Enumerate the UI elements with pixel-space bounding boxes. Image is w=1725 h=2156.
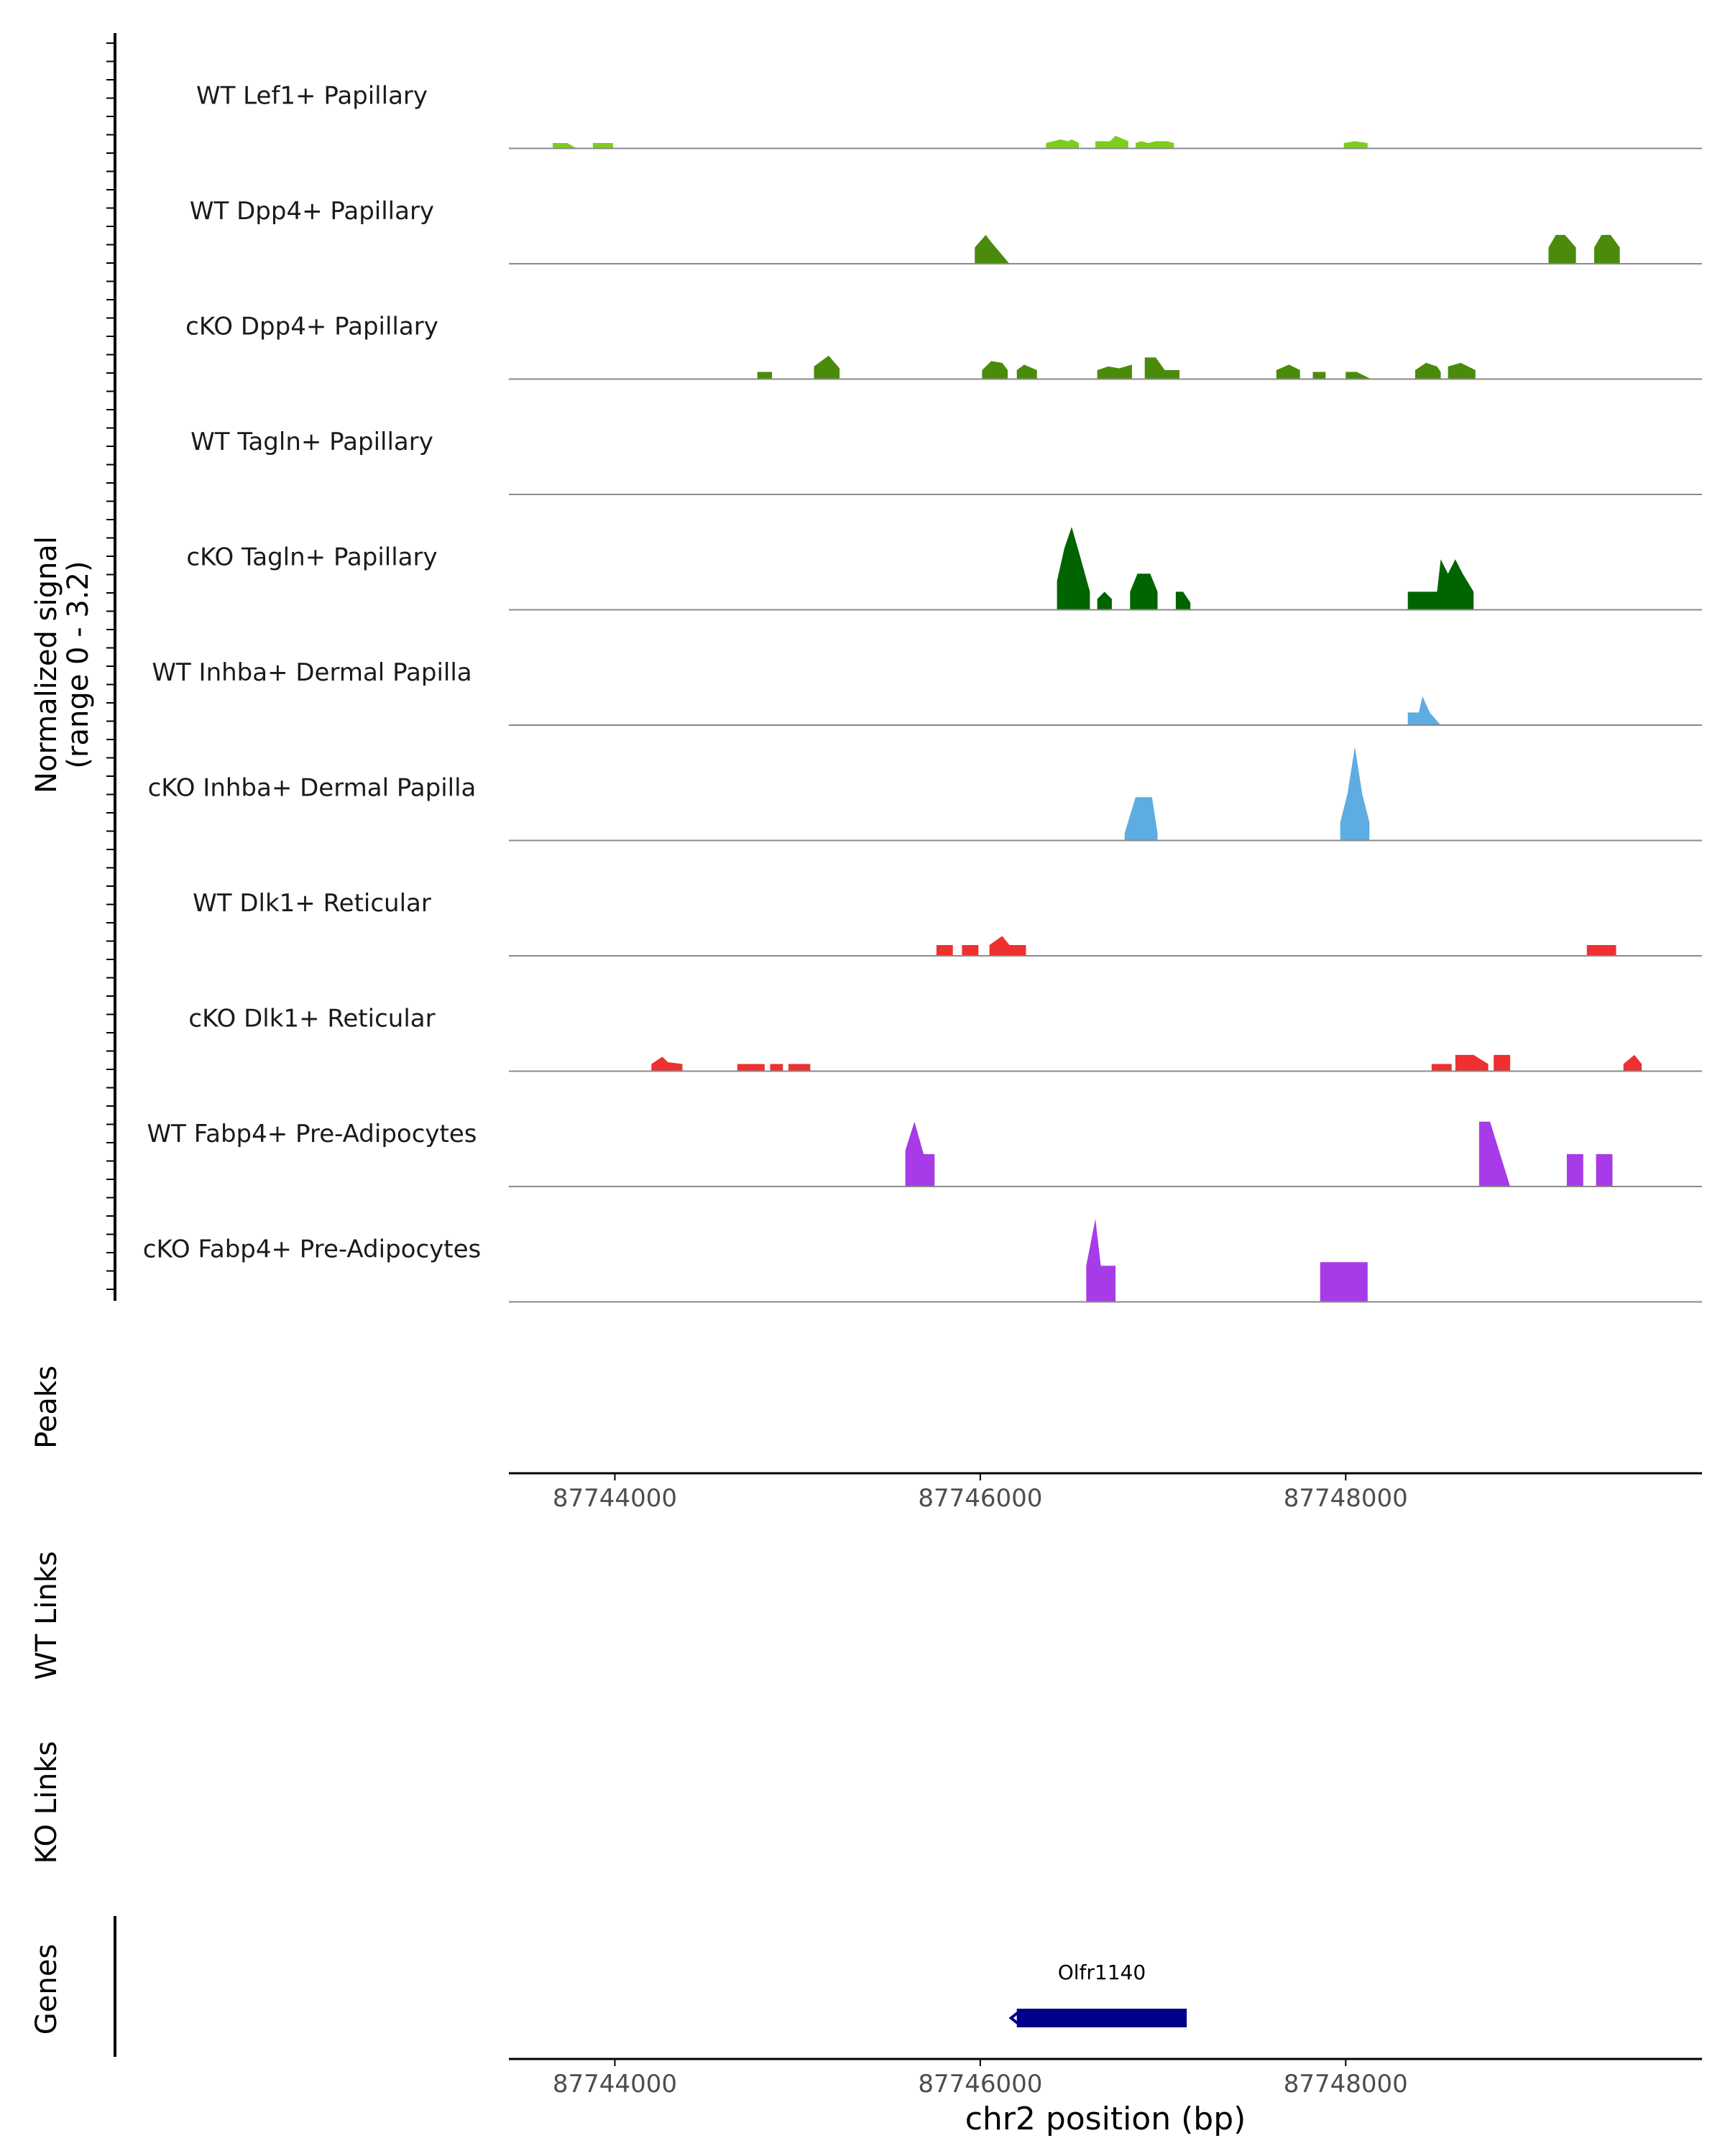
signal-area	[814, 355, 840, 379]
track-label: cKO Inhba+ Dermal Papilla	[148, 774, 477, 803]
gene-body	[1016, 2009, 1187, 2027]
peaks-x-axis-ticks: 87744000 87746000 87748000	[553, 1473, 1408, 1513]
peaks-panel-label: Peaks	[30, 1365, 63, 1449]
signal-area	[553, 143, 577, 149]
signal-area	[737, 1064, 765, 1072]
track: cKO Dpp4+ Papillary	[185, 313, 1702, 380]
gene-track: Olfr1140	[1008, 1961, 1187, 2027]
signal-area	[1596, 1153, 1613, 1187]
signal-area	[936, 945, 953, 956]
signal-area	[1346, 372, 1371, 379]
track-label: cKO Tagln+ Papillary	[186, 543, 437, 572]
track: cKO Inhba+ Dermal Papilla	[148, 747, 1702, 842]
track-label: cKO Dpp4+ Papillary	[185, 313, 438, 341]
ko-links-panel-label: KO Links	[30, 1741, 63, 1864]
signal-area	[982, 361, 1008, 379]
x-tick-label: 87744000	[553, 2070, 677, 2099]
track: WT Inhba+ Dermal Papilla	[152, 658, 1702, 726]
signal-area	[1343, 141, 1368, 149]
gene-label: Olfr1140	[1058, 1961, 1146, 1984]
x-tick-label: 87748000	[1284, 2070, 1408, 2099]
signal-area	[651, 1056, 683, 1072]
genes-x-axis-ticks: 87744000 87746000 87748000	[553, 2059, 1408, 2099]
signal-area	[1046, 139, 1080, 149]
track-label: WT Dlk1+ Reticular	[193, 889, 431, 918]
coverage-tracks: WT Lef1+ Papillary WT Dpp4+ Papillary cKO …	[143, 82, 1702, 1303]
signal-area	[1124, 797, 1158, 841]
x-axis-title: chr2 position (bp)	[965, 2101, 1246, 2137]
track-label: WT Tagln+ Papillary	[190, 428, 433, 456]
signal-area	[1494, 1054, 1511, 1072]
track: WT Lef1+ Papillary	[196, 82, 1702, 149]
signal-area	[1130, 573, 1158, 610]
wt-links-panel-label: WT Links	[30, 1551, 63, 1680]
signal-area	[1340, 747, 1370, 841]
signal-area	[592, 143, 613, 149]
signal-area	[788, 1064, 811, 1072]
strand-arrow-icon	[1008, 2011, 1019, 2025]
track: WT Dlk1+ Reticular	[193, 889, 1702, 957]
signal-area	[1135, 141, 1174, 149]
signal-area	[1320, 1262, 1368, 1302]
gene: Olfr1140	[1008, 1961, 1187, 2027]
signal-area	[757, 372, 773, 379]
signal-area	[1057, 527, 1090, 610]
signal-area	[1478, 1121, 1511, 1187]
signal-area	[1586, 945, 1616, 956]
signal-area	[1448, 362, 1476, 379]
signal-area	[770, 1064, 783, 1072]
signal-area	[1097, 364, 1132, 379]
signal-area	[1566, 1153, 1583, 1187]
signal-area	[975, 234, 1010, 264]
signal-area	[1548, 234, 1576, 264]
signal-area	[1175, 591, 1191, 610]
signal-area	[1407, 559, 1474, 610]
signal-area	[962, 945, 979, 956]
signal-area	[1097, 591, 1112, 610]
signal-y-ticks	[106, 42, 115, 1290]
signal-area	[989, 936, 1026, 956]
signal-y-label: Normalized signal	[30, 536, 63, 793]
track-label: WT Inhba+ Dermal Papilla	[152, 658, 472, 687]
track: cKO Dlk1+ Reticular	[188, 1005, 1702, 1072]
track: cKO Tagln+ Papillary	[186, 527, 1702, 611]
track-label: WT Fabp4+ Pre-Adipocytes	[147, 1120, 477, 1148]
track: WT Tagln+ Papillary	[190, 428, 1702, 495]
signal-area	[1431, 1064, 1452, 1072]
signal-area	[1276, 364, 1300, 379]
signal-area	[1095, 135, 1128, 149]
track: WT Dpp4+ Papillary	[190, 197, 1702, 264]
track: cKO Fabp4+ Pre-Adipocytes	[143, 1219, 1702, 1303]
signal-area	[1623, 1054, 1642, 1072]
track: WT Fabp4+ Pre-Adipocytes	[147, 1120, 1702, 1187]
x-tick-label: 87746000	[918, 2070, 1042, 2099]
signal-area	[1312, 372, 1326, 379]
signal-area	[1414, 362, 1441, 379]
genes-panel-label: Genes	[30, 1944, 63, 2035]
track-label: WT Lef1+ Papillary	[196, 82, 428, 111]
track-label: cKO Fabp4+ Pre-Adipocytes	[143, 1235, 482, 1264]
signal-area	[1594, 234, 1620, 264]
signal-area	[905, 1121, 935, 1187]
signal-area	[1016, 364, 1037, 379]
signal-area	[1144, 357, 1179, 379]
signal-area	[1455, 1054, 1489, 1072]
x-tick-label: 87744000	[553, 1484, 677, 1513]
signal-y-range-label: (range 0 - 3.2)	[62, 561, 95, 768]
track-label: WT Dpp4+ Papillary	[190, 197, 434, 226]
track-label: cKO Dlk1+ Reticular	[188, 1005, 435, 1033]
x-tick-label: 87748000	[1284, 1484, 1408, 1513]
signal-area	[1407, 696, 1441, 725]
signal-area	[1086, 1219, 1116, 1302]
x-tick-label: 87746000	[918, 1484, 1042, 1513]
